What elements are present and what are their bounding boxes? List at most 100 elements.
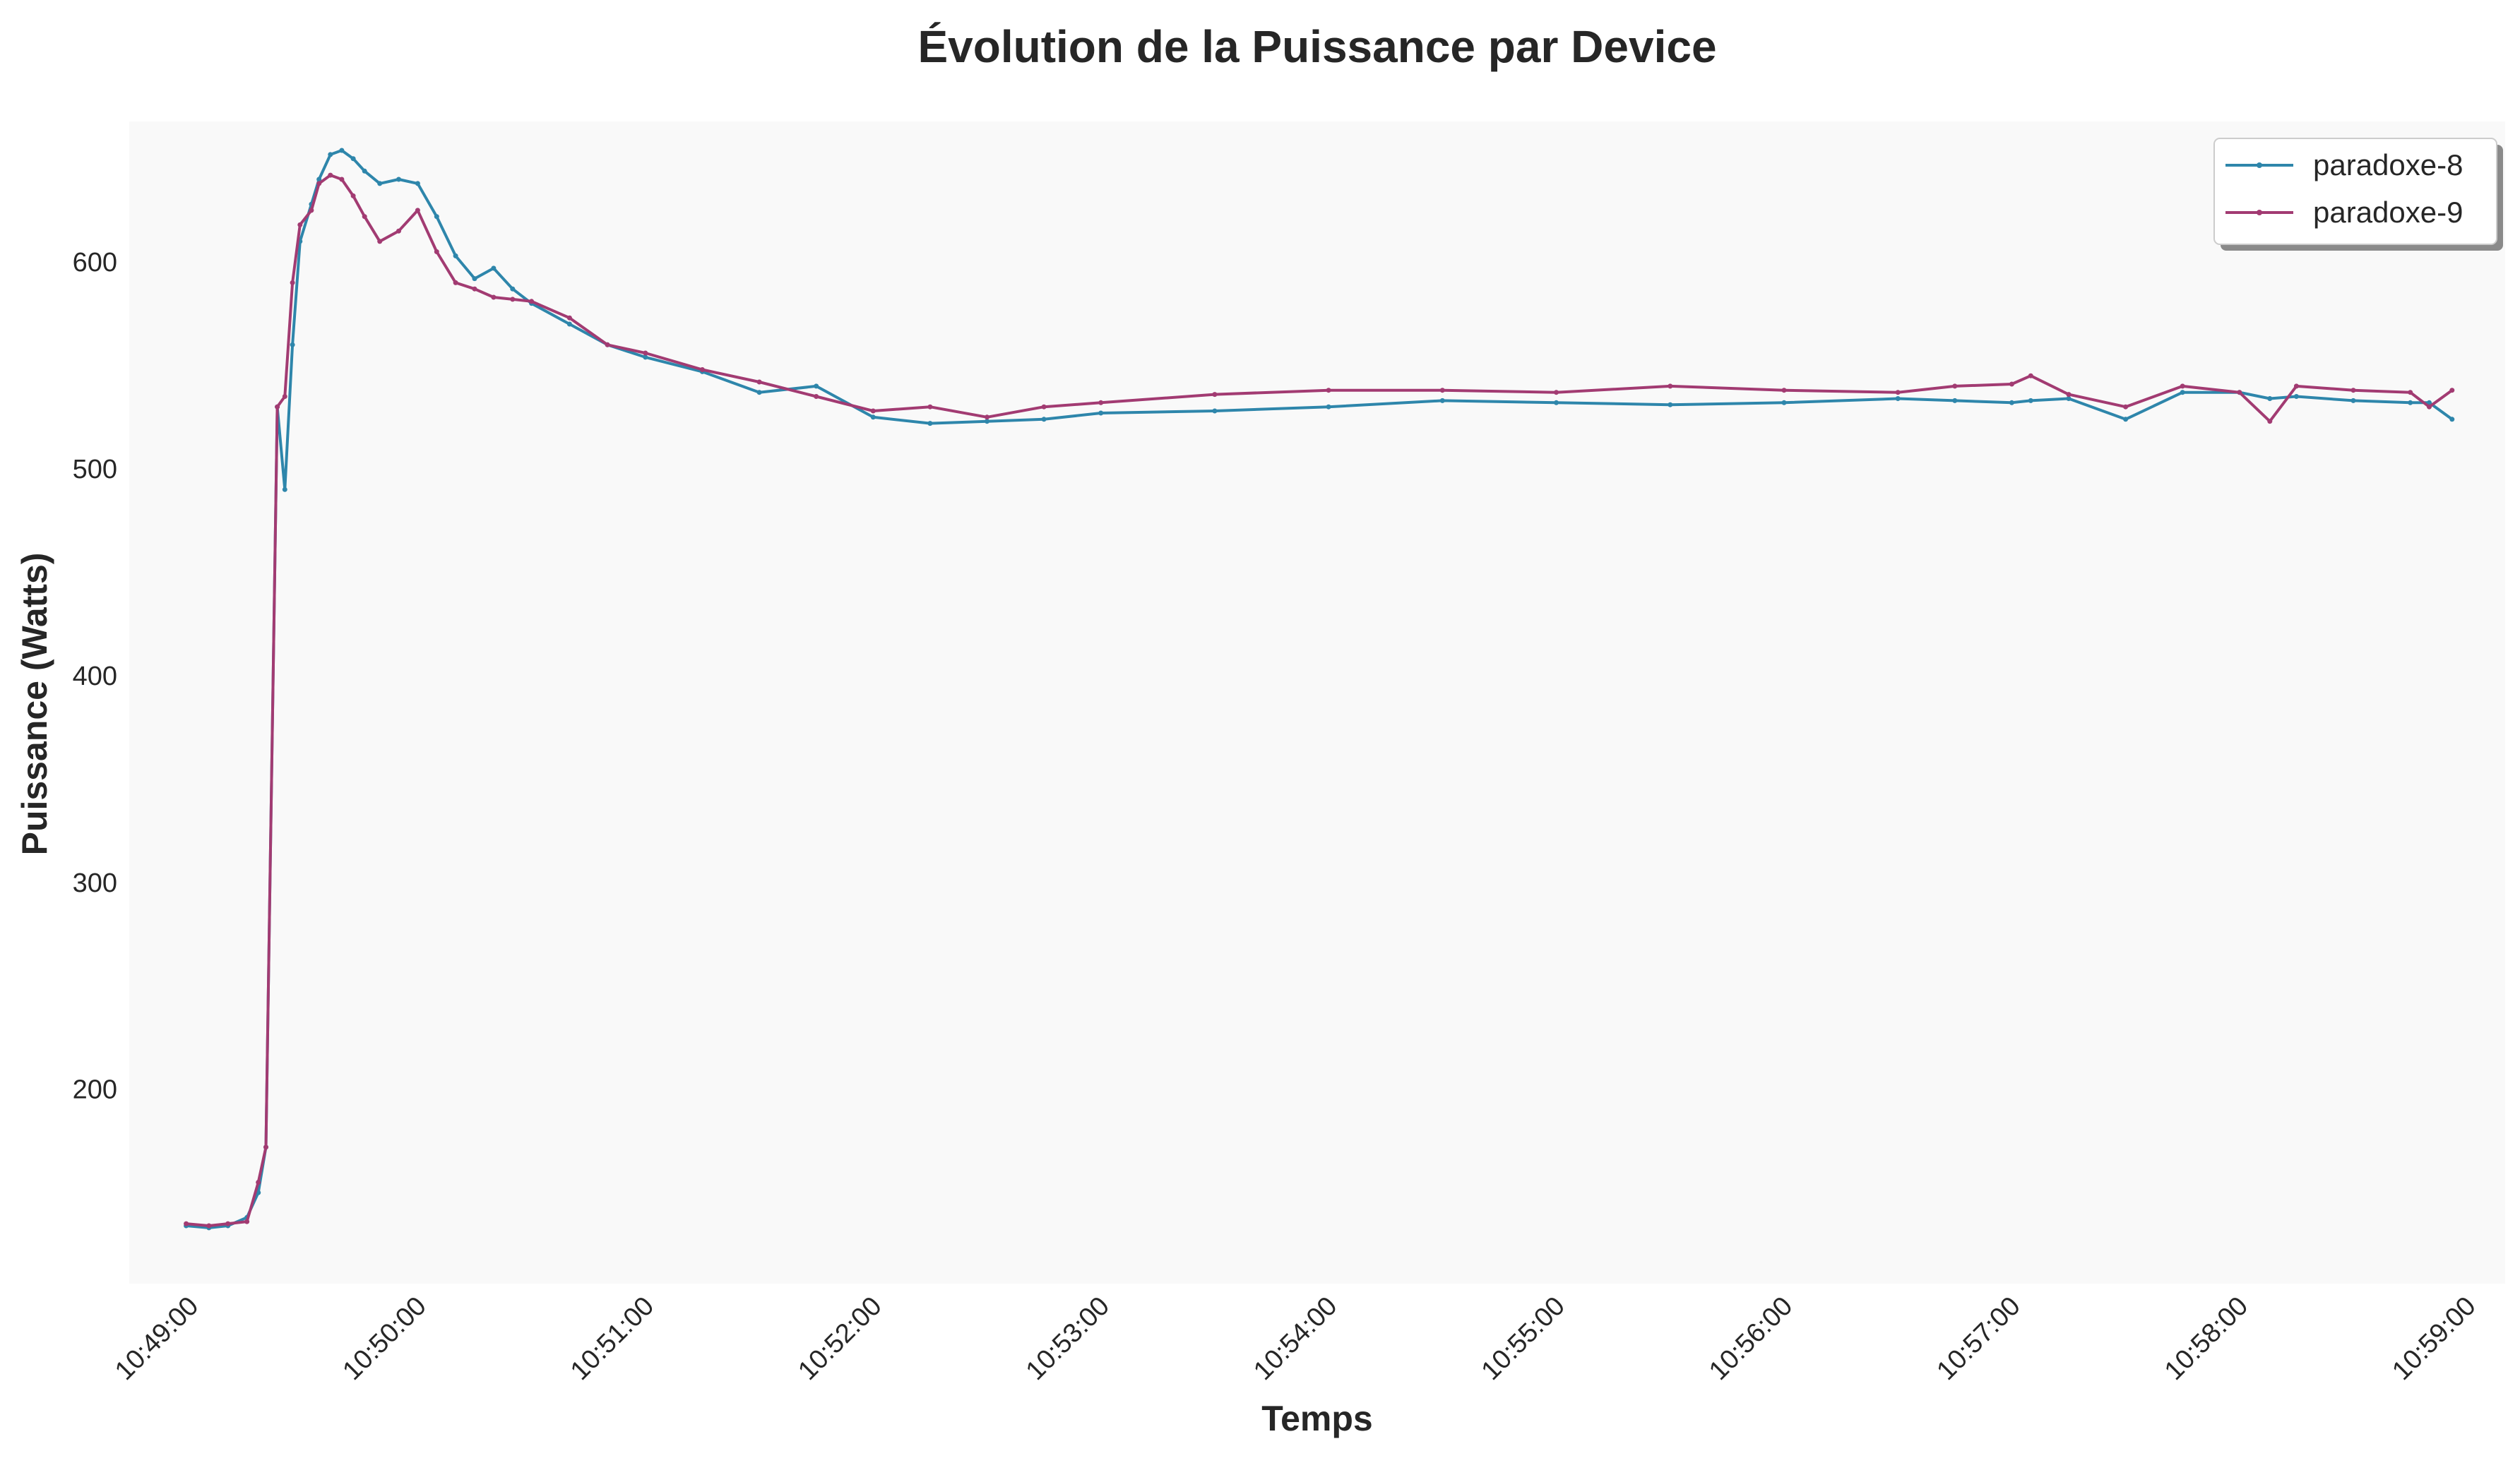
data-point-paradoxe-9 [2449,388,2455,393]
data-point-paradoxe-9 [206,1223,212,1229]
data-point-paradoxe-8 [870,414,876,420]
data-point-paradoxe-8 [1041,417,1047,422]
data-point-paradoxe-8 [1212,408,1218,414]
data-point-paradoxe-8 [510,286,516,292]
data-point-paradoxe-9 [453,280,458,285]
data-point-paradoxe-8 [2267,396,2273,401]
data-point-paradoxe-9 [290,280,295,285]
legend-marker-paradoxe-9 [2257,210,2262,215]
y-tick-label: 200 [73,1075,117,1105]
data-point-paradoxe-9 [415,208,420,213]
data-point-paradoxe-9 [699,367,705,372]
data-point-paradoxe-9 [256,1180,261,1185]
data-point-paradoxe-9 [434,249,439,254]
data-point-paradoxe-8 [377,181,383,186]
plot-area [129,121,2505,1284]
y-tick-label: 500 [73,455,117,484]
data-point-paradoxe-8 [328,152,333,157]
data-point-paradoxe-9 [282,394,287,399]
data-point-paradoxe-8 [756,390,762,395]
data-point-paradoxe-9 [2350,388,2356,393]
legend-label: paradoxe-8 [2313,148,2463,181]
data-point-paradoxe-8 [434,214,439,220]
legend: paradoxe-8 paradoxe-9 [2213,138,2503,251]
data-point-paradoxe-8 [1554,400,1559,405]
data-point-paradoxe-8 [453,253,458,258]
data-point-paradoxe-9 [1041,404,1047,410]
data-point-paradoxe-9 [2408,390,2413,395]
data-point-paradoxe-8 [1781,400,1787,405]
series-line-paradoxe-8 [184,149,2454,1229]
data-point-paradoxe-8 [316,177,322,182]
y-axis-label: Puissance (Watts) [15,553,54,856]
data-point-paradoxe-8 [415,181,420,186]
data-point-paradoxe-9 [2267,419,2273,424]
data-point-paradoxe-8 [362,168,367,174]
data-point-paradoxe-8 [2449,417,2455,422]
data-point-paradoxe-9 [1895,390,1901,395]
data-point-paradoxe-9 [339,177,345,182]
data-point-paradoxe-9 [225,1221,231,1226]
data-point-paradoxe-9 [2123,404,2129,410]
data-point-paradoxe-9 [2427,404,2432,410]
data-point-paradoxe-9 [350,193,356,198]
series-line-paradoxe-9 [184,174,2454,1227]
data-point-paradoxe-8 [1326,404,1331,410]
data-point-paradoxe-9 [297,222,303,227]
data-point-paradoxe-9 [377,239,383,244]
data-point-paradoxe-8 [491,265,497,271]
data-point-paradoxe-8 [2350,398,2356,403]
data-point-paradoxe-8 [2427,400,2432,405]
data-point-paradoxe-9 [870,408,876,414]
legend-label: paradoxe-9 [2313,196,2463,229]
data-point-paradoxe-8 [814,383,819,389]
y-tick-label: 600 [73,248,117,277]
data-point-paradoxe-9 [472,286,477,292]
data-point-paradoxe-9 [244,1219,250,1224]
data-point-paradoxe-8 [1952,398,1958,403]
data-point-paradoxe-9 [2293,383,2299,389]
data-point-paradoxe-9 [2180,383,2185,389]
data-point-paradoxe-8 [1668,402,1673,407]
y-axis-ticks: 200 300 400 500 600 [73,248,117,1105]
data-point-paradoxe-9 [1439,388,1445,393]
data-point-paradoxe-9 [2028,373,2033,378]
x-axis-label: Temps [1261,1399,1372,1438]
data-point-paradoxe-9 [2009,381,2014,387]
data-point-paradoxe-9 [1326,388,1331,393]
data-point-paradoxe-9 [1668,383,1673,389]
data-point-paradoxe-8 [396,177,401,182]
data-point-paradoxe-8 [566,321,572,327]
data-point-paradoxe-9 [985,414,989,420]
data-point-paradoxe-9 [1781,388,1787,393]
data-point-paradoxe-9 [328,172,333,178]
data-point-paradoxe-9 [756,379,762,385]
data-point-paradoxe-8 [1895,396,1901,401]
data-point-paradoxe-9 [1098,400,1104,405]
data-point-paradoxe-8 [927,421,933,426]
data-point-paradoxe-9 [1952,383,1958,389]
series-layer [184,148,2455,1231]
data-point-paradoxe-9 [263,1145,268,1150]
data-point-paradoxe-8 [2408,400,2413,405]
data-point-paradoxe-8 [339,148,345,153]
data-point-paradoxe-8 [985,419,989,424]
data-point-paradoxe-8 [282,486,287,492]
data-point-paradoxe-8 [1098,410,1104,416]
data-point-paradoxe-9 [1554,390,1559,395]
y-tick-label: 400 [73,662,117,691]
data-point-paradoxe-9 [316,181,322,186]
y-tick-label: 300 [73,868,117,898]
data-point-paradoxe-9 [814,394,819,399]
legend-marker-paradoxe-8 [2257,162,2262,168]
data-point-paradoxe-9 [566,315,572,321]
data-point-paradoxe-9 [510,297,516,302]
data-point-paradoxe-8 [2028,398,2033,403]
data-point-paradoxe-9 [529,299,535,304]
data-point-paradoxe-8 [2180,390,2185,395]
data-point-paradoxe-9 [362,214,367,220]
chart-title: Évolution de la Puissance par Device [917,21,1716,72]
data-point-paradoxe-9 [643,350,648,356]
